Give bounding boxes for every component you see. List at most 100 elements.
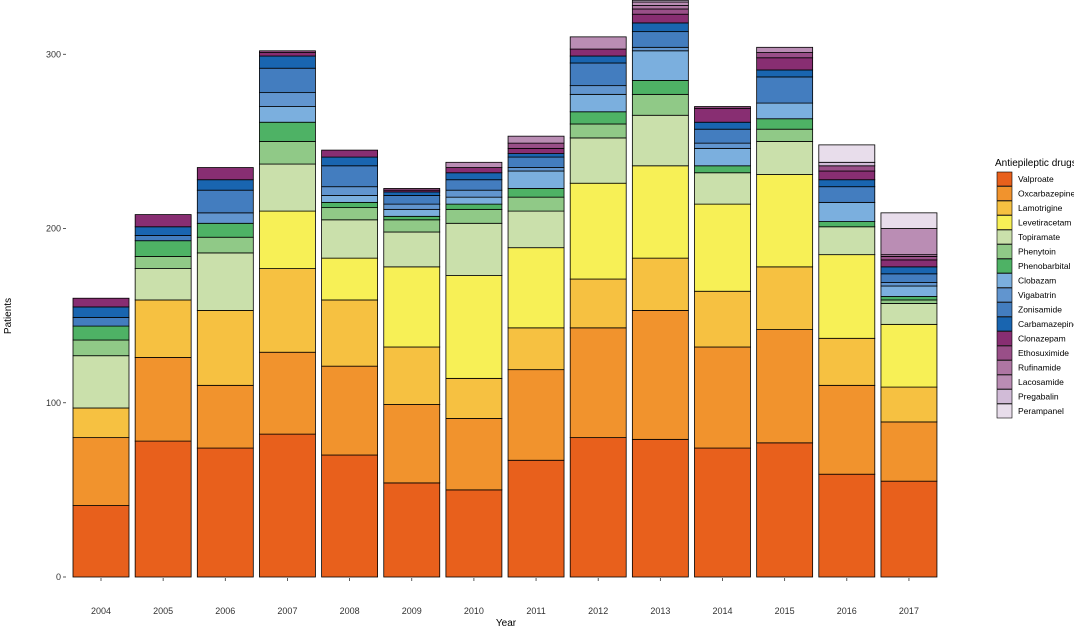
y-axis: 0 100 200 300 xyxy=(46,49,66,582)
legend-label-lamotrigine: Lamotrigine xyxy=(1018,203,1063,213)
bar-segment-2011-zonisamide xyxy=(507,156,565,168)
legend-swatch-lamotrigine xyxy=(996,200,1013,216)
bar-segment-2009-carbamazepine xyxy=(383,191,441,196)
bar-segment-2009-zonisamide xyxy=(383,195,441,205)
bar-segment-2013-ethosuximide xyxy=(631,8,689,15)
bar-segment-2012-levetiracetam xyxy=(569,182,627,280)
bar-segment-2008-phenobarbital xyxy=(321,201,379,209)
bar-segment-2008-topiramate xyxy=(321,219,379,259)
legend-swatch-valproate xyxy=(996,171,1013,187)
bar-segment-2014-clonazepam xyxy=(694,107,751,123)
bar-segment-2005-carbamazepine xyxy=(134,226,192,236)
bar-segment-2010-oxcarbazepine xyxy=(445,418,503,491)
bar-segment-2012-lamotrigine xyxy=(569,278,627,329)
bar-segment-2005-zonisamide xyxy=(134,235,192,242)
bar-segment-2017-carbamazepine xyxy=(880,266,938,275)
legend-swatch-zonisamide xyxy=(996,302,1013,317)
legend-label-phenobarbital: Phenobarbital xyxy=(1018,261,1071,271)
bar-segment-2017-ethosuximide xyxy=(880,255,938,261)
bar-segment-2013-phenobarbital xyxy=(631,80,689,95)
x-tick-label: 2012 xyxy=(588,606,608,616)
legend-label-perampanel: Perampanel xyxy=(1018,406,1064,416)
bar-segment-2012-carbamazepine xyxy=(569,55,627,64)
bar-segment-2014-carbamazepine xyxy=(694,121,751,130)
bar-segment-2007-phenobarbital xyxy=(259,121,316,142)
legend-label-carbamazepine: Carbamazepine xyxy=(1018,319,1074,329)
legend-label-ethosuximide: Ethosuximide xyxy=(1018,348,1069,358)
bar-segment-2012-zonisamide xyxy=(569,62,627,87)
bar-segment-2006-vigabatrin xyxy=(196,212,254,224)
x-axis-title: Year xyxy=(496,618,517,628)
legend-label-levetiracetam: Levetiracetam xyxy=(1018,218,1071,228)
bar-segment-2005-phenytoin xyxy=(134,255,192,269)
bar-segment-2014-clobazam xyxy=(694,147,751,167)
bar-segment-2013-lamotrigine xyxy=(631,257,689,311)
bar-segment-2011-ethosuximide xyxy=(507,142,565,149)
bar-segment-2006-valproate xyxy=(196,447,254,578)
bar-segment-2013-clonazepam xyxy=(631,13,689,24)
bar-segment-2005-phenobarbital xyxy=(134,240,192,257)
bar-segment-2012-phenytoin xyxy=(569,123,627,139)
bar-segment-2016-valproate xyxy=(818,473,876,578)
legend-swatch-lacosamide xyxy=(996,374,1013,390)
bar-segment-2011-vigabatrin xyxy=(507,167,565,172)
legend: Antiepileptic drugs Valproate Oxcarbazepi… xyxy=(995,158,1074,419)
bar-segment-2007-clonazepam xyxy=(259,52,316,57)
legend-label-zonisamide: Zonisamide xyxy=(1018,305,1062,315)
bar-segment-2013-rufinamide xyxy=(631,5,689,10)
y-tick-label: 300 xyxy=(46,49,61,59)
bar-segment-2013-vigabatrin xyxy=(631,46,689,52)
bar-segment-2017-phenytoin xyxy=(880,299,938,304)
x-tick-label: 2015 xyxy=(775,606,795,616)
bar-segment-2017-levetiracetam xyxy=(880,323,938,388)
bar-segment-2015-valproate xyxy=(756,442,814,578)
bar-segment-2008-levetiracetam xyxy=(321,257,379,301)
bar-segment-2008-clonazepam xyxy=(321,149,379,158)
bar-segment-2004-valproate xyxy=(72,505,130,578)
bar-segment-2010-topiramate xyxy=(445,222,503,276)
bar-segment-2016-oxcarbazepine xyxy=(818,384,876,475)
bar-segment-2015-topiramate xyxy=(756,140,814,175)
bar-segment-2016-clobazam xyxy=(818,201,876,222)
bar-segment-2007-vigabatrin xyxy=(259,92,316,107)
x-tick-label: 2009 xyxy=(402,606,422,616)
bar-segment-2015-oxcarbazepine xyxy=(756,329,814,444)
legend-label-phenytoin: Phenytoin xyxy=(1018,247,1056,257)
legend-label-vigabatrin: Vigabatrin xyxy=(1018,290,1056,300)
bar-segment-2009-phenobarbital xyxy=(383,215,441,221)
bar-segment-2013-clobazam xyxy=(631,50,689,81)
bar-segment-2008-clobazam xyxy=(321,195,379,203)
bar-segment-2005-topiramate xyxy=(134,268,192,301)
x-tick-label: 2014 xyxy=(712,606,732,616)
bar-segment-2010-phenytoin xyxy=(445,208,503,224)
bar-segment-2017-vigabatrin xyxy=(880,282,938,287)
bar-segment-2005-lamotrigine xyxy=(134,299,192,358)
bar-segment-2013-valproate xyxy=(631,438,689,578)
bar-segment-2017-topiramate xyxy=(880,303,938,325)
bar-segment-2006-lamotrigine xyxy=(196,310,254,386)
legend-swatch-levetiracetam xyxy=(996,215,1013,230)
bar-segment-2010-levetiracetam xyxy=(445,275,503,379)
bar-segment-2015-ethosuximide xyxy=(756,52,814,59)
bar-segment-2007-lamotrigine xyxy=(259,268,316,353)
legend-swatch-clobazam xyxy=(996,273,1013,288)
bar-segment-2009-levetiracetam xyxy=(383,266,441,348)
bar-segment-2006-zonisamide xyxy=(196,189,254,214)
legend-swatch-carbamazepine xyxy=(996,316,1013,332)
bar-segment-2009-lamotrigine xyxy=(383,346,441,405)
bar-segment-2007-levetiracetam xyxy=(259,210,316,270)
bar-segment-2014-oxcarbazepine xyxy=(694,346,751,449)
bar-segment-2011-oxcarbazepine xyxy=(507,369,565,461)
bar-segment-2011-phenytoin xyxy=(507,196,565,212)
bar-segment-2010-zonisamide xyxy=(445,179,503,191)
legend-label-lacosamide: Lacosamide xyxy=(1018,377,1064,387)
bar-segment-2014-topiramate xyxy=(694,172,751,205)
bar-segment-2016-levetiracetam xyxy=(818,254,876,339)
bar-segment-2011-levetiracetam xyxy=(507,247,565,329)
bar-segment-2008-valproate xyxy=(321,454,379,578)
bar-segment-2013-phenytoin xyxy=(631,93,689,116)
bar-segment-2006-phenobarbital xyxy=(196,222,254,238)
bar-segment-2014-ethosuximide xyxy=(694,106,751,109)
x-axis: 2004 2005 2006 2007 2008 2009 2010 2011 2012 2013… xyxy=(91,578,919,616)
